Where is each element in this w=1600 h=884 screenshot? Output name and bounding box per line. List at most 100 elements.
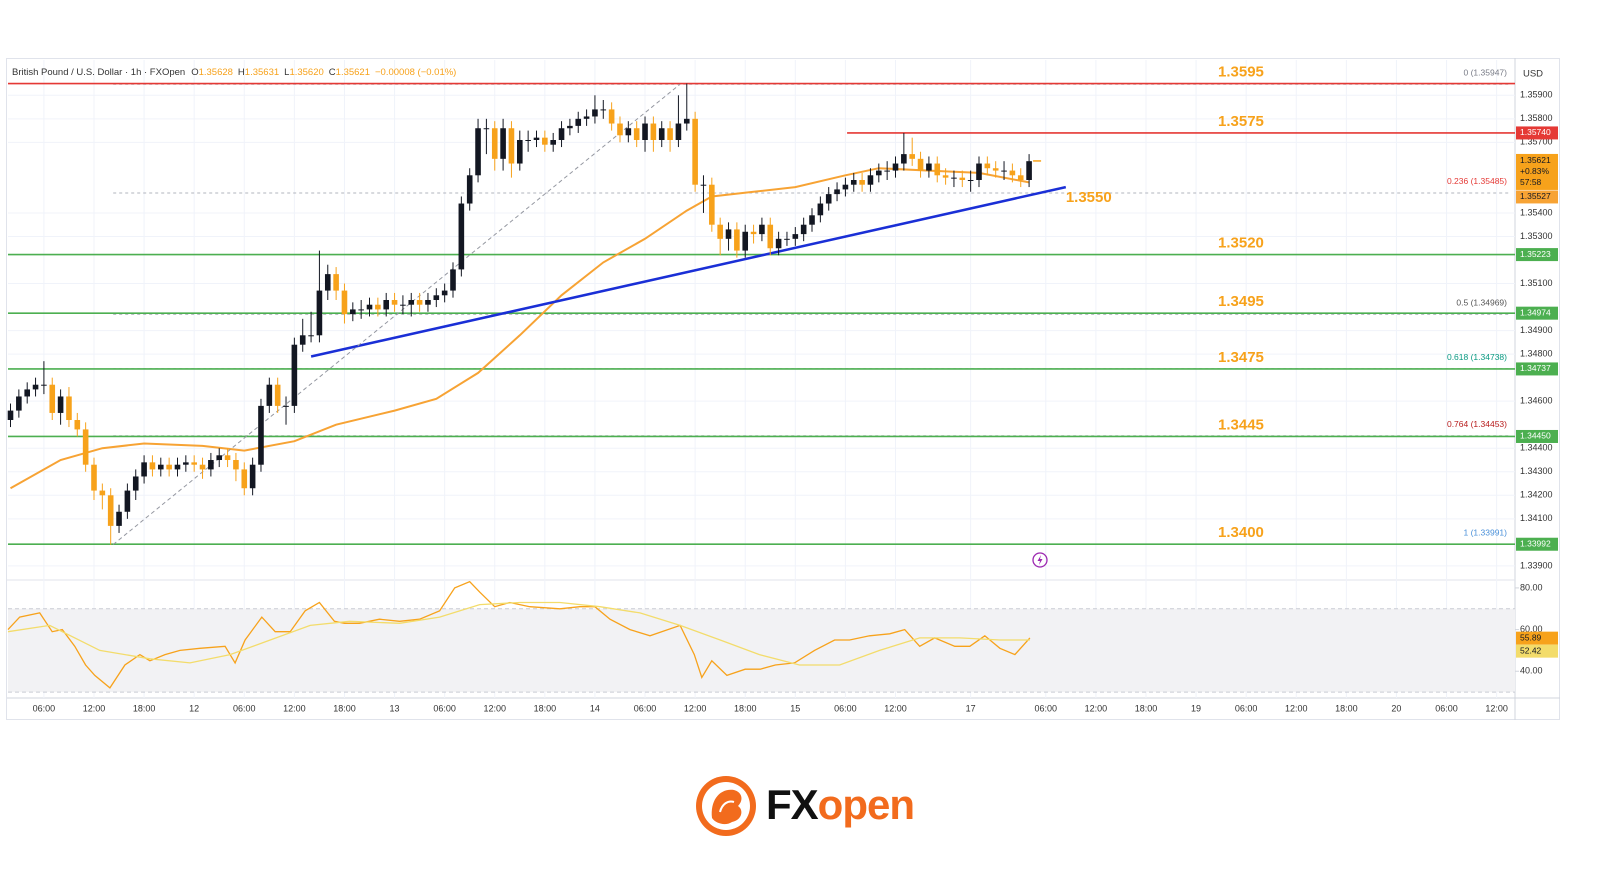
candle-body [817,203,824,216]
candle-body [233,460,239,470]
candle-body [608,109,615,124]
candle-body [992,168,999,171]
candle-body [976,163,982,180]
candle-body [249,464,256,489]
x-tick-label: 12:00 [1085,703,1108,713]
candle-body [926,163,932,171]
candle-body [525,140,531,141]
rsi-tick-label: 60.00 [1520,624,1543,634]
candle-body [867,175,874,185]
x-tick-label: 12:00 [83,703,106,713]
candle-body [583,116,590,119]
level-tag [1516,306,1558,320]
rsi-line [7,601,1030,666]
candle-body [216,455,223,460]
y-tick-label: 1.35300 [1520,231,1553,241]
candle-body [850,180,857,185]
candle-body [224,455,231,460]
candle-body [742,231,749,251]
y-tick-label: 1.34900 [1520,325,1553,335]
x-tick-label: 06:00 [1435,703,1458,713]
y-tick-label: 1.35400 [1520,207,1553,217]
rsi-tag-label: 55.89 [1520,632,1542,642]
y-tick-label: 1.34800 [1520,348,1553,358]
ma-tag [1516,190,1558,204]
level-label: 1.3475 [1218,349,1264,366]
candle-body [199,464,206,470]
price-tag-line: 57:58 [1520,177,1542,187]
level-tag-label: 1.35223 [1520,249,1551,259]
x-tick-label: 15 [790,703,800,713]
ohlc-value: 1.35628 [199,67,233,78]
level-tag-label: 1.35740 [1520,127,1551,137]
candle-body [308,335,314,337]
candle-body [416,300,423,305]
price-tag [1516,153,1558,190]
candle-body [32,384,39,390]
candle-body [825,194,832,204]
candle-body [709,184,715,225]
x-tick-label: 06:00 [433,703,456,713]
candle-body [366,304,373,310]
candle-body [408,300,415,305]
y-tick-label: 1.34100 [1520,513,1553,523]
rsi-band [8,608,1515,693]
candle-body [800,224,807,235]
candle-body [391,300,398,305]
ohlc-key: H [238,67,245,78]
level-label: 1.3520 [1218,235,1264,252]
candle-body [759,224,765,235]
x-tick-label: 12:00 [1285,703,1308,713]
candle-body [592,109,598,117]
x-tick-label: 06:00 [33,703,56,713]
candle-body [91,464,97,491]
x-tick-label: 12:00 [1485,703,1508,713]
level-label: 1.3575 [1218,113,1264,130]
candle-body [157,464,164,470]
fib-label: 0 (1.35947) [1464,67,1508,77]
candle-body [934,163,941,176]
candle-body [350,309,356,315]
candle-body [466,175,473,204]
rsi-tick-label: 80.00 [1520,582,1543,592]
level-tag [1516,248,1558,262]
candle-body [717,224,723,239]
x-tick-label: 12:00 [684,703,707,713]
y-tick-label: 1.34200 [1520,490,1553,500]
candle-body [258,405,264,465]
ohlc-key: L [284,67,289,78]
candle-body [508,128,515,164]
candle-body [917,158,924,171]
candle-body [675,123,682,140]
candle-body [967,180,974,181]
logo-fx: FX [766,781,819,828]
level-tag [1516,429,1558,443]
candle-body [458,203,465,270]
candle-body [174,464,181,470]
overlay-line [310,185,1067,358]
candle-body [884,170,890,172]
candle-body [241,469,248,489]
candle-body [107,495,114,526]
level-label: 1.3400 [1218,524,1264,541]
candle-body [658,128,665,140]
x-tick-label: 12:00 [283,703,306,713]
x-tick-label: 17 [966,703,976,713]
candle-body [274,384,281,406]
candle-body [99,490,106,496]
plot-layer: 06:00 12:00 18:00 12 06:00 12:00 18:00 13 06:00 1… [7,60,1558,713]
candle-body [951,177,957,179]
x-tick-label: 18:00 [1335,703,1358,713]
fib-label: 0.764 (1.34453) [1447,419,1507,429]
candle-body [66,396,72,420]
x-tick-label: 06:00 [1235,703,1258,713]
logo-text: FXopen [766,781,914,828]
candle-body [959,177,966,180]
candle-body [183,462,189,465]
candle-body [767,224,774,249]
candle-body [425,300,431,305]
ohlc-value: 1.35631 [245,67,279,78]
price-tag-label: 1.35621 [1520,155,1551,165]
y-tick-label: 1.35100 [1520,278,1553,288]
candle-body [41,384,47,386]
